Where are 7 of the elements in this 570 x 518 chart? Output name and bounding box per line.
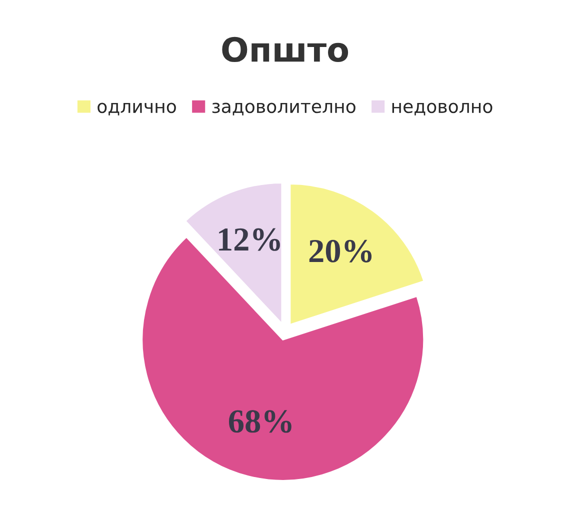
data-label: 20% (309, 240, 372, 262)
legend-label: одлично (98, 102, 176, 116)
data-label: 12% (219, 228, 280, 251)
legend-label: задоволително (212, 102, 356, 116)
data-label: 68% (228, 410, 292, 433)
legend-label: недоволно (392, 102, 492, 116)
chart-title: Општо (222, 36, 348, 62)
